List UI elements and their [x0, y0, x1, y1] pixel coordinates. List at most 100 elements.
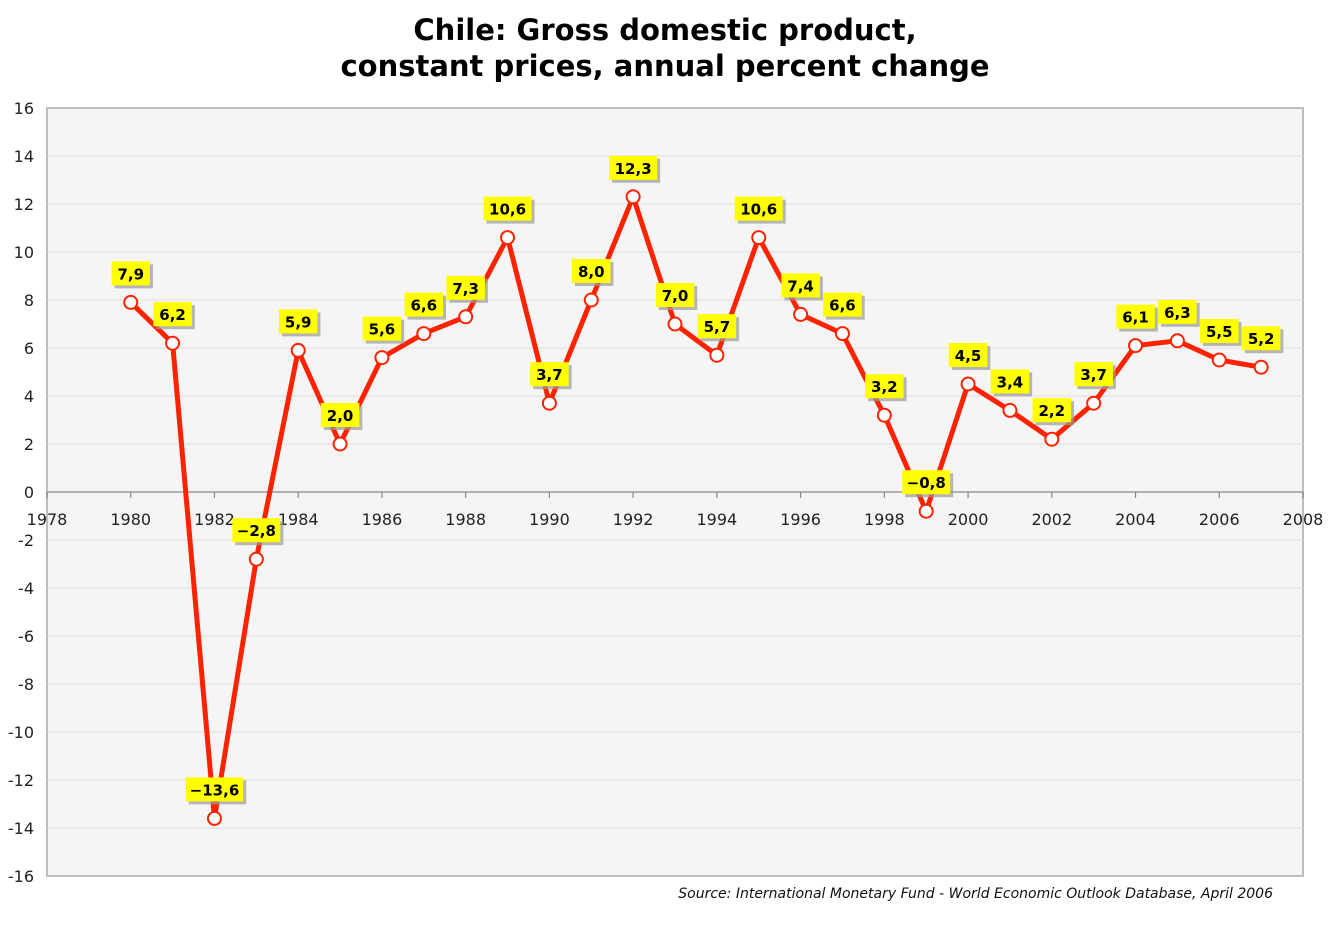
- x-tick-label: 1992: [613, 510, 654, 529]
- data-label: 12,3: [615, 160, 652, 178]
- y-tick-label: -2: [18, 531, 34, 550]
- data-label: 5,5: [1206, 323, 1233, 341]
- data-label-box: [446, 275, 485, 300]
- data-label: 5,2: [1248, 330, 1275, 348]
- data-label-box: [232, 518, 281, 543]
- data-label: 2,2: [1039, 402, 1066, 420]
- data-label-box: [990, 369, 1030, 394]
- data-label: 7,0: [662, 287, 689, 305]
- x-tick-label: 1996: [780, 510, 821, 529]
- y-tick-label: -4: [18, 579, 34, 598]
- y-tick-label: -8: [18, 675, 34, 694]
- data-point: [1253, 359, 1269, 375]
- x-tick-label: 2004: [1115, 510, 1156, 529]
- chart-title-line-1: Chile: Gross domestic product,: [413, 13, 917, 47]
- data-label-box: [697, 314, 737, 339]
- y-tick-label: 0: [24, 483, 34, 502]
- data-label-box: [1241, 326, 1281, 351]
- data-point: [793, 306, 809, 322]
- data-label: 5,6: [369, 321, 396, 339]
- data-point: [876, 407, 892, 423]
- data-label: −2,8: [237, 522, 276, 540]
- data-point: [248, 551, 264, 567]
- y-tick-label: -16: [8, 867, 34, 886]
- data-label-box: [1074, 362, 1113, 387]
- data-point: [1002, 402, 1018, 418]
- data-label-box: [530, 362, 569, 387]
- y-tick-label: -14: [8, 819, 34, 838]
- data-label-box: [734, 196, 783, 221]
- data-label: 10,6: [489, 201, 526, 219]
- data-point: [834, 326, 850, 342]
- data-label: 6,1: [1122, 309, 1149, 327]
- x-tick-label: 1982: [194, 510, 235, 529]
- chart-title: Chile: Gross domestic product, constant …: [0, 12, 1330, 84]
- data-label-box: [404, 292, 444, 317]
- data-label-box: [1116, 304, 1155, 329]
- data-point: [374, 350, 390, 366]
- x-tick-label: 1980: [110, 510, 151, 529]
- data-label-box: [1200, 319, 1239, 343]
- data-point: [206, 810, 222, 826]
- x-tick-label: 1978: [27, 510, 68, 529]
- y-tick-label: 14: [14, 147, 34, 166]
- data-label: 6,3: [1164, 304, 1191, 322]
- data-point: [960, 376, 976, 392]
- data-point: [332, 436, 348, 452]
- data-label-box: [278, 309, 318, 334]
- data-label-box: [320, 403, 360, 427]
- x-tick-label: 1990: [529, 510, 570, 529]
- data-point: [918, 503, 934, 519]
- y-tick-label: 6: [24, 339, 34, 358]
- y-tick-label: 4: [24, 387, 34, 406]
- chart-title-line-2: constant prices, annual percent change: [340, 49, 990, 83]
- data-label-box: [572, 259, 611, 283]
- data-point: [1086, 395, 1102, 411]
- data-label-box: [781, 273, 820, 298]
- data-label: 5,9: [285, 313, 312, 331]
- data-label: 5,7: [704, 318, 731, 336]
- data-point: [709, 347, 725, 363]
- data-label-box: [902, 470, 951, 495]
- data-label: 3,2: [871, 378, 898, 396]
- y-tick-label: 8: [24, 291, 34, 310]
- data-point: [165, 335, 181, 351]
- data-point: [290, 342, 306, 358]
- data-label-box: [362, 316, 402, 341]
- data-point: [123, 294, 139, 310]
- data-point: [667, 316, 683, 332]
- data-label: 6,6: [411, 297, 438, 315]
- data-point: [541, 395, 557, 411]
- x-tick-label: 1994: [697, 510, 738, 529]
- data-label-box: [185, 777, 244, 802]
- data-point: [1128, 338, 1144, 354]
- data-point: [500, 230, 516, 246]
- data-label: 7,3: [452, 280, 479, 298]
- y-tick-label: 2: [24, 435, 34, 454]
- data-label: 2,0: [327, 407, 354, 425]
- x-tick-label: 1998: [864, 510, 905, 529]
- y-tick-label: -12: [8, 771, 34, 790]
- data-label-box: [483, 196, 532, 221]
- data-point: [1211, 352, 1227, 368]
- data-label: 10,6: [740, 201, 777, 219]
- y-tick-label: 12: [14, 195, 34, 214]
- data-point: [1169, 333, 1185, 349]
- data-label: 7,4: [787, 277, 814, 295]
- data-label-box: [948, 343, 988, 367]
- x-tick-label: 2000: [948, 510, 989, 529]
- data-label-box: [153, 302, 192, 327]
- data-point: [416, 326, 432, 342]
- data-label-box: [111, 261, 150, 286]
- x-tick-label: 2008: [1283, 510, 1324, 529]
- y-tick-label: 10: [14, 243, 34, 262]
- data-label-box: [1032, 398, 1072, 423]
- x-tick-label: 2006: [1199, 510, 1240, 529]
- data-point: [625, 189, 641, 205]
- x-tick-label: 1988: [445, 510, 486, 529]
- data-label: −0,8: [907, 474, 946, 492]
- data-label-box: [609, 155, 658, 180]
- data-point: [458, 309, 474, 325]
- data-label: 4,5: [955, 347, 982, 365]
